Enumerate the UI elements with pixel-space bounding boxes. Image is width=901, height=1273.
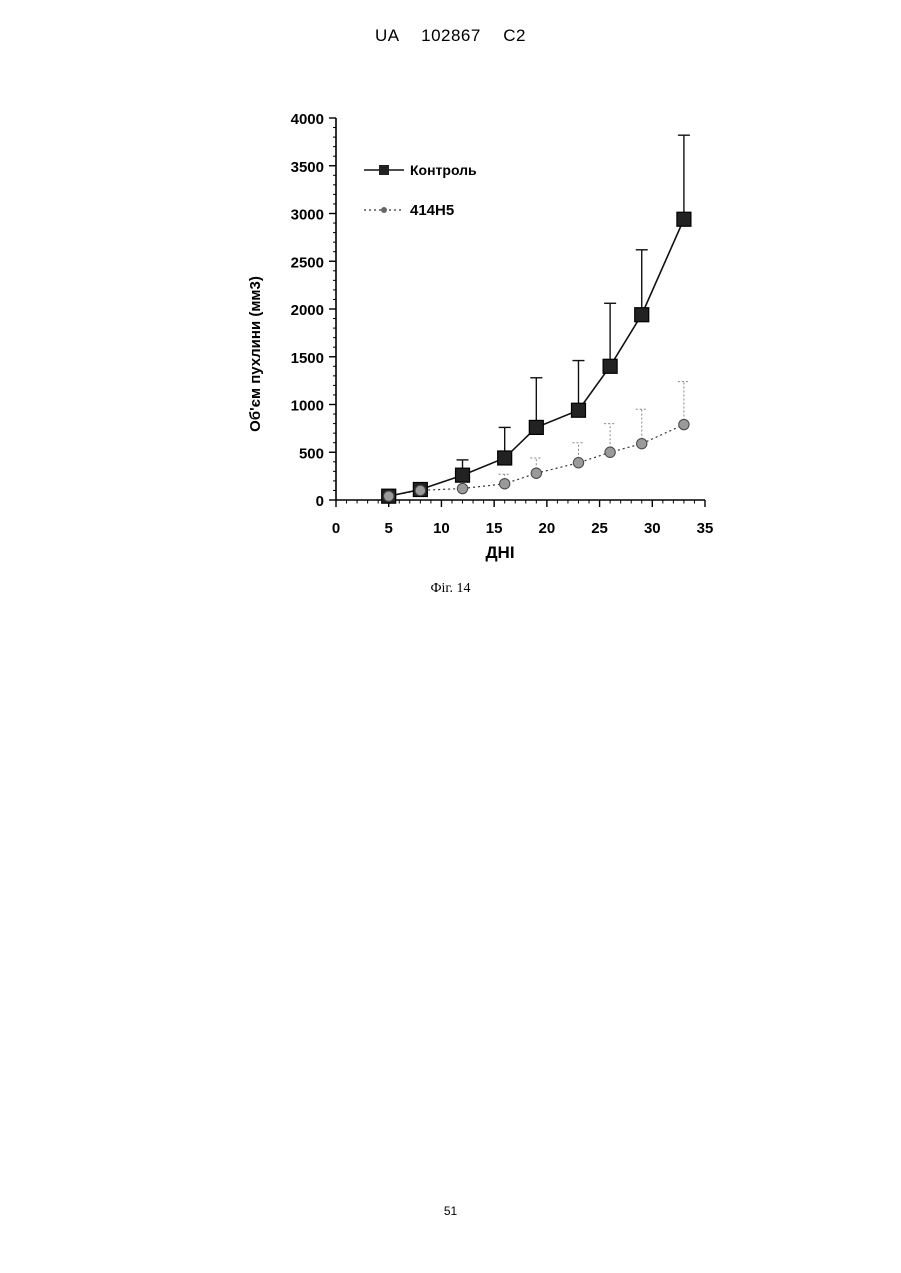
y-tick-label: 4000 bbox=[291, 111, 324, 128]
data-point-square bbox=[529, 420, 543, 434]
legend-marker bbox=[381, 207, 387, 213]
x-tick-label: 35 bbox=[697, 520, 714, 537]
x-tick-label: 5 bbox=[385, 520, 393, 537]
legend-marker bbox=[379, 165, 389, 175]
x-tick-label: 30 bbox=[644, 520, 661, 537]
data-point-square bbox=[677, 212, 691, 226]
data-point-square bbox=[571, 403, 585, 417]
x-tick-label: 15 bbox=[486, 520, 503, 537]
y-tick-label: 3500 bbox=[291, 159, 324, 176]
error-bars bbox=[457, 135, 690, 484]
legend-label: 414H5 bbox=[410, 202, 454, 219]
chart-axes: 0 500 1000 1500 2000 2500 3000 3500 4000 0 5 10 15 20… bbox=[291, 111, 714, 537]
y-tick-label: 2500 bbox=[291, 254, 324, 271]
y-tick-label: 1000 bbox=[291, 398, 324, 415]
series-lines bbox=[389, 219, 684, 496]
document-header: UA 102867 C2 bbox=[0, 26, 901, 46]
y-tick-label: 2000 bbox=[291, 302, 324, 319]
data-point-circle bbox=[499, 479, 509, 489]
y-tick-label: 500 bbox=[299, 445, 324, 462]
chart-legend: Контроль 414H5 bbox=[364, 162, 477, 219]
x-tick-label: 25 bbox=[591, 520, 608, 537]
data-point-square bbox=[635, 308, 649, 322]
y-tick-label: 3000 bbox=[291, 207, 324, 224]
x-tick-label: 10 bbox=[433, 520, 450, 537]
y-axis-label: Об'єм пухлини (мм3) bbox=[247, 276, 264, 432]
data-point-square bbox=[603, 359, 617, 373]
y-tick-label: 1500 bbox=[291, 350, 324, 367]
data-point-square bbox=[498, 451, 512, 465]
y-tick-label: 0 bbox=[316, 493, 324, 510]
figure-caption: Фіг. 14 bbox=[0, 581, 901, 597]
data-point-circle bbox=[637, 438, 647, 448]
data-point-circle bbox=[457, 483, 467, 493]
tumor-volume-chart: 0 500 1000 1500 2000 2500 3000 3500 4000 0 5 10 15 20… bbox=[230, 100, 730, 570]
page-number: 51 bbox=[0, 1204, 901, 1218]
data-point-circle bbox=[605, 447, 615, 457]
data-point-circle bbox=[573, 458, 583, 468]
data-point-circle bbox=[679, 419, 689, 429]
x-tick-label: 0 bbox=[332, 520, 340, 537]
data-point-square bbox=[456, 468, 470, 482]
legend-label: Контроль bbox=[410, 162, 477, 178]
x-axis-label: ДНІ bbox=[485, 543, 514, 562]
x-tick-label: 20 bbox=[539, 520, 556, 537]
data-point-circle bbox=[415, 485, 425, 495]
data-point-circle bbox=[531, 468, 541, 478]
series-line bbox=[389, 219, 684, 496]
data-point-circle bbox=[384, 491, 394, 501]
